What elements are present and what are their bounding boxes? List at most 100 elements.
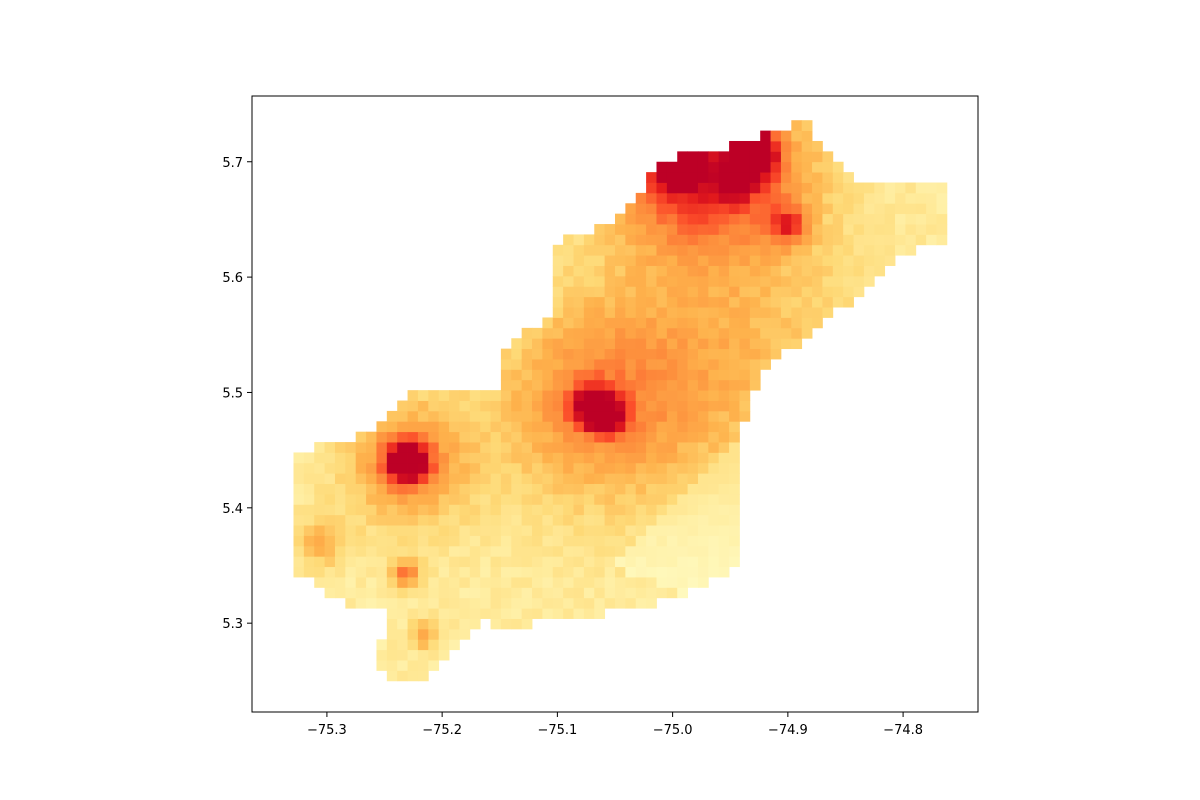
raster-cell [563,255,574,266]
raster-cell [708,369,720,381]
raster-cell [521,597,533,609]
raster-cell [615,296,626,308]
raster-cell [604,452,616,464]
raster-cell [376,525,388,536]
raster-cell [697,203,709,215]
raster-cell [884,192,896,204]
raster-cell [334,452,346,464]
raster-cell [615,525,626,536]
raster-cell [697,359,709,370]
raster-cell [563,275,574,287]
raster-cell [635,431,647,443]
raster-cell [687,369,699,381]
raster-cell [594,400,606,412]
raster-cell [656,473,668,484]
raster-cell [843,172,854,183]
raster-cell [511,504,523,516]
plot-frame [251,95,979,713]
raster-cell [760,255,771,266]
raster-cell [366,431,377,443]
raster-cell [366,493,377,505]
raster-cell [708,234,720,246]
raster-cell [573,535,585,547]
raster-cell [677,265,688,277]
raster-cell [573,514,585,526]
raster-cell [697,213,709,225]
raster-cell [417,442,429,453]
raster-cell [428,608,440,619]
raster-cell [791,317,803,329]
raster-cell [625,244,637,256]
raster-cell [615,442,626,453]
raster-cell [521,577,533,588]
raster-cell [822,255,834,266]
raster-cell [407,431,419,443]
raster-cell [677,421,688,433]
raster-cell [314,514,325,526]
raster-cell [926,213,937,225]
raster-cell [480,608,491,619]
raster-cell [635,514,647,526]
raster-cell [666,431,678,443]
raster-cell [407,577,419,588]
raster-cell [417,525,429,536]
raster-cell [552,442,564,453]
raster-cell [397,431,408,443]
raster-cell [635,369,647,381]
raster-cell [469,493,481,505]
raster-cell [428,649,440,661]
raster-cell [563,327,574,339]
raster-cell [449,431,460,443]
raster-cell [770,265,782,277]
x-tick-label: −75.1 [537,723,577,738]
raster-cell [594,545,606,557]
raster-cell [407,649,419,661]
raster-cell [666,545,678,557]
raster-cell [449,514,460,526]
raster-cell [884,224,896,235]
raster-cell [895,182,906,194]
raster-cell [293,545,305,557]
raster-cell [552,462,564,474]
raster-cell [334,514,346,526]
raster-cell [812,140,823,152]
raster-cell [480,577,491,588]
raster-cell [345,514,357,526]
raster-cell [615,400,626,412]
raster-cell [729,275,740,287]
raster-cell [293,556,305,568]
raster-cell [521,348,533,360]
raster-cell [708,327,720,339]
raster-cell [459,525,471,536]
raster-cell [656,390,668,401]
raster-cell [780,203,792,215]
raster-cell [666,327,678,339]
raster-cell [697,514,709,526]
raster-cell [801,182,813,194]
raster-cell [687,442,699,453]
raster-cell [656,566,668,578]
raster-cell [791,286,803,298]
raster-cell [729,265,740,277]
raster-cell [635,203,647,215]
raster-cell [656,203,668,215]
raster-cell [646,442,657,453]
raster-cell [687,255,699,266]
raster-cell [573,545,585,557]
raster-cell [511,400,523,412]
raster-cell [438,514,450,526]
raster-cell [646,255,657,266]
raster-cell [843,244,854,256]
raster-cell [780,151,792,163]
raster-cell [407,587,419,599]
raster-cell [739,234,751,246]
raster-cell [708,161,720,173]
raster-cell [469,483,481,495]
raster-cell [739,369,751,381]
raster-cell [532,597,543,609]
raster-cell [417,639,429,651]
raster-cell [521,390,533,401]
raster-cell [729,244,740,256]
raster-cell [511,577,523,588]
raster-cell [459,462,471,474]
